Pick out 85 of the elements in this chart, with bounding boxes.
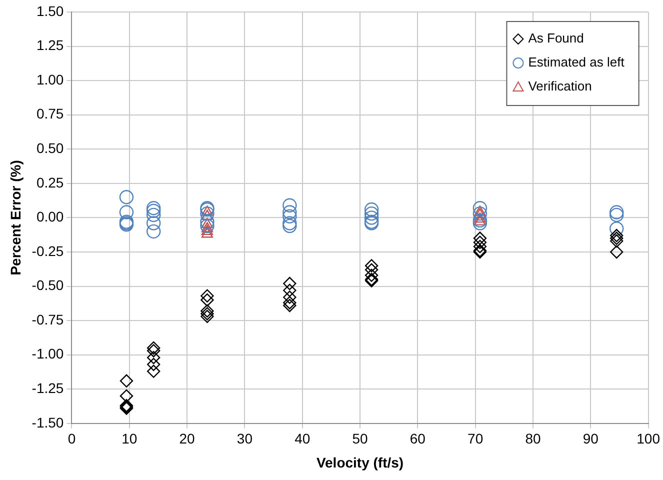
point	[282, 198, 297, 212]
point	[364, 268, 378, 282]
point	[283, 276, 296, 290]
point	[146, 224, 161, 239]
y-tick-label: 1.25	[36, 37, 64, 54]
point	[473, 232, 487, 245]
point	[119, 190, 134, 204]
legend-label: As Found	[528, 30, 584, 46]
point	[282, 209, 297, 224]
point	[364, 210, 379, 225]
point	[200, 307, 214, 320]
x-tick-label: 70	[468, 430, 484, 447]
x-tick-label: 50	[352, 430, 368, 447]
point	[201, 222, 214, 232]
x-tick-label: 60	[410, 430, 426, 447]
y-tick-label: 0.50	[36, 140, 64, 156]
point	[283, 298, 296, 312]
point	[283, 290, 296, 304]
point	[119, 205, 134, 220]
point	[610, 245, 624, 259]
point	[200, 293, 214, 307]
x-tick-label: 0	[68, 430, 76, 447]
y-tick-label: -0.25	[32, 242, 64, 259]
point	[146, 208, 161, 222]
point	[201, 210, 214, 220]
y-tick-label: -1.00	[32, 346, 64, 362]
point	[200, 218, 214, 234]
point	[473, 236, 487, 249]
point	[364, 206, 379, 221]
y-tick-label: -0.75	[32, 311, 64, 328]
y-tick-label: -1.50	[32, 414, 64, 430]
x-tick-label: 90	[582, 430, 599, 447]
point	[610, 228, 624, 242]
y-tick-label: 0.25	[36, 174, 64, 190]
x-tick-label: 100	[636, 430, 660, 447]
y-tick-label: 0.75	[36, 106, 64, 122]
y-tick-label: 1.00	[36, 71, 64, 88]
point	[200, 310, 214, 324]
point	[282, 205, 297, 220]
point	[364, 202, 379, 217]
x-tick-label: 20	[179, 430, 196, 447]
x-tick-label: 80	[525, 430, 541, 447]
point	[146, 344, 160, 358]
point	[120, 389, 134, 403]
point	[200, 214, 214, 229]
x-tick-label: 10	[122, 430, 138, 447]
point	[200, 304, 214, 318]
point	[472, 216, 488, 230]
point	[610, 208, 624, 222]
x-axis-title: Velocity (ft/s)	[316, 454, 404, 470]
point	[146, 358, 160, 372]
point	[472, 201, 488, 216]
point	[473, 240, 487, 254]
point	[146, 201, 161, 216]
point	[200, 289, 214, 302]
point	[146, 364, 160, 378]
point	[282, 216, 297, 230]
point	[200, 206, 214, 221]
point	[146, 216, 161, 230]
point	[283, 296, 296, 310]
point	[610, 232, 624, 245]
point	[610, 222, 624, 236]
x-tick-label: 40	[294, 430, 310, 447]
x-tick-label: 30	[236, 430, 253, 447]
point	[146, 350, 160, 364]
point	[282, 218, 297, 234]
point	[146, 204, 161, 218]
y-tick-label: -0.50	[32, 277, 64, 294]
point	[201, 228, 214, 238]
y-axis-title: Percent Error (%)	[7, 160, 24, 276]
y-tick-label: 1.50	[36, 2, 64, 19]
point	[364, 259, 378, 272]
point	[610, 205, 624, 220]
y-tick-label: 0.00	[36, 208, 64, 225]
point	[283, 284, 296, 297]
point	[201, 224, 214, 236]
point	[474, 206, 486, 216]
point	[120, 374, 134, 388]
point	[610, 234, 624, 248]
point	[474, 212, 486, 223]
point	[146, 341, 160, 355]
point	[364, 263, 378, 276]
legend-label: Verification	[528, 78, 592, 94]
y-tick-label: -1.25	[32, 380, 64, 396]
legend-label: Estimated as left	[528, 54, 625, 70]
